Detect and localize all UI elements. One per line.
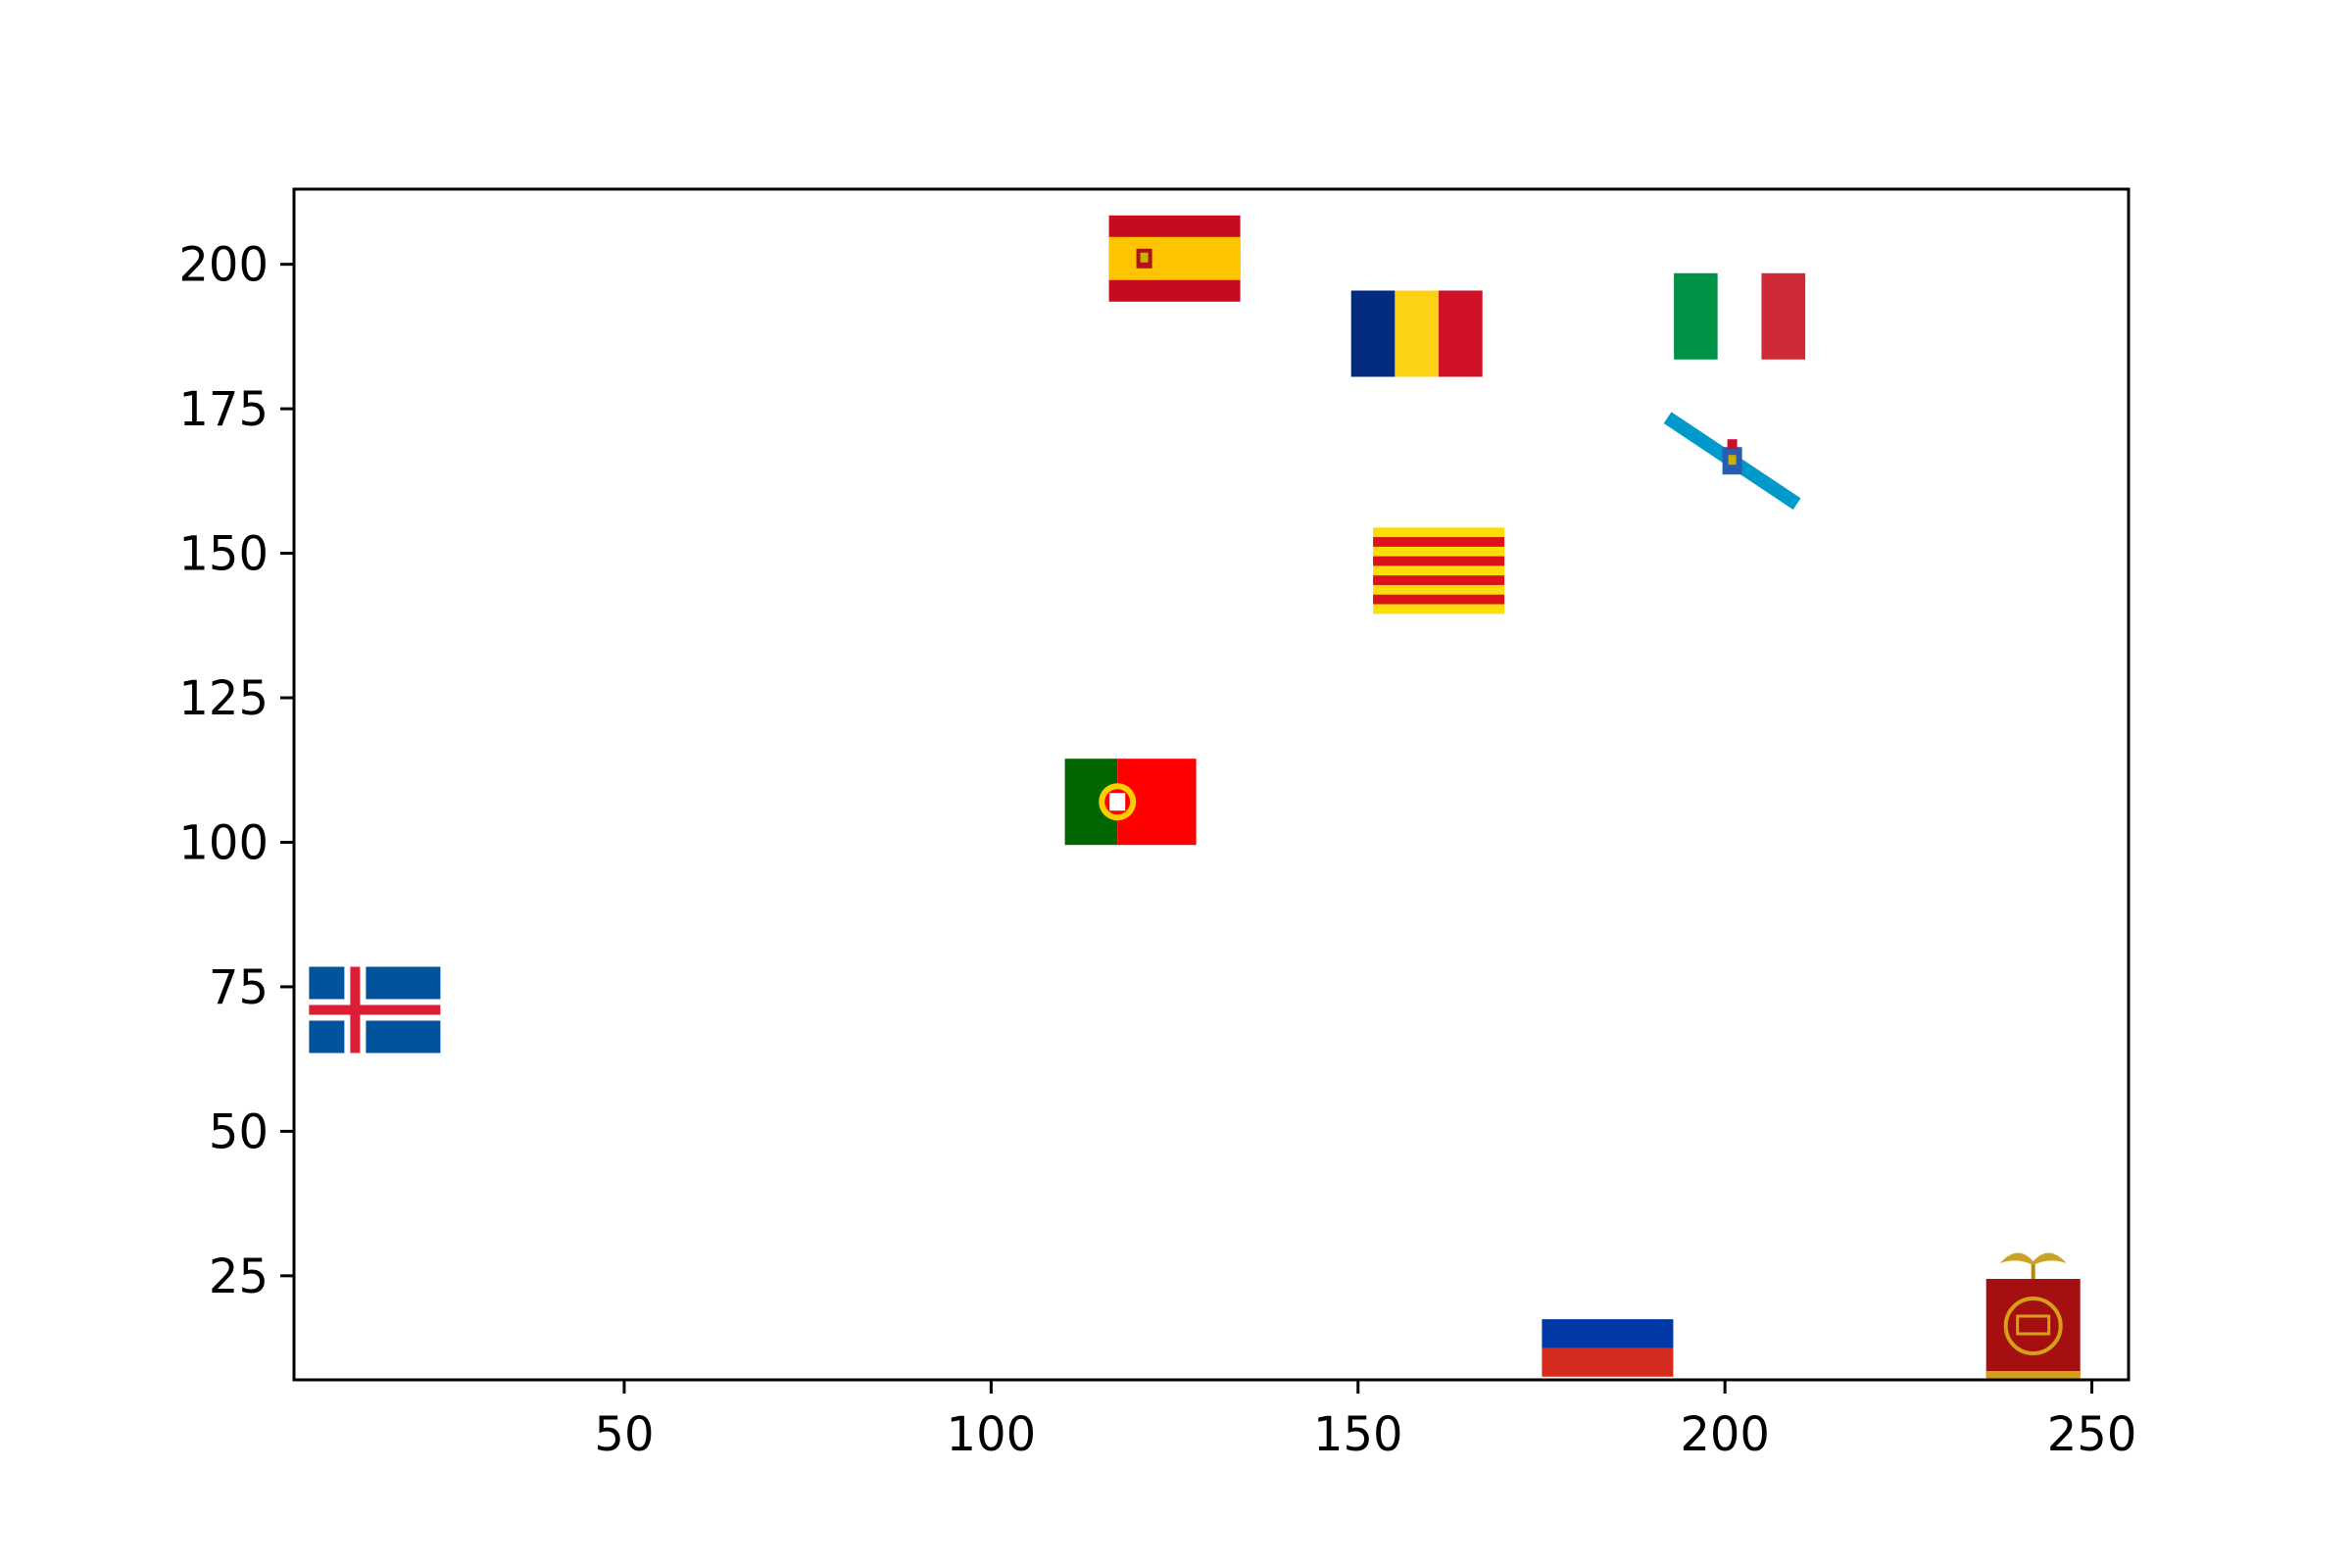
y-tick-label: 75	[209, 960, 269, 1015]
y-tick-label: 175	[178, 382, 269, 437]
axes: 50 100 150 200 250 25 50 75 100 125 150 175 200	[178, 187, 2137, 1462]
spain-flag-marker	[1108, 215, 1241, 302]
romania-flag-marker	[1350, 290, 1483, 377]
y-tick-label: 200	[178, 238, 269, 293]
plot-frame	[292, 187, 2131, 1382]
roman-vexillum-marker	[1985, 1252, 2081, 1379]
y-tick-label: 150	[178, 527, 269, 582]
x-tick-label: 150	[1313, 1407, 1403, 1462]
y-tick-label: 50	[209, 1104, 269, 1159]
x-tick-label: 250	[2047, 1407, 2137, 1462]
italy-flag-marker	[1674, 272, 1806, 360]
x-tick-label: 50	[594, 1407, 654, 1462]
y-tick-label: 100	[178, 815, 269, 870]
y-tick-label: 125	[178, 671, 269, 726]
russia-flag-marker	[1542, 1290, 1674, 1377]
galicia-flag-marker	[1663, 412, 1801, 511]
iceland-flag-marker	[309, 966, 441, 1054]
catalonia-flag-marker	[1373, 527, 1505, 614]
portugal-flag-marker	[1064, 759, 1197, 846]
x-tick-label: 100	[947, 1407, 1037, 1462]
data-markers	[309, 215, 2081, 1379]
x-tick-label: 200	[1680, 1407, 1770, 1462]
y-tick-label: 25	[209, 1250, 269, 1304]
